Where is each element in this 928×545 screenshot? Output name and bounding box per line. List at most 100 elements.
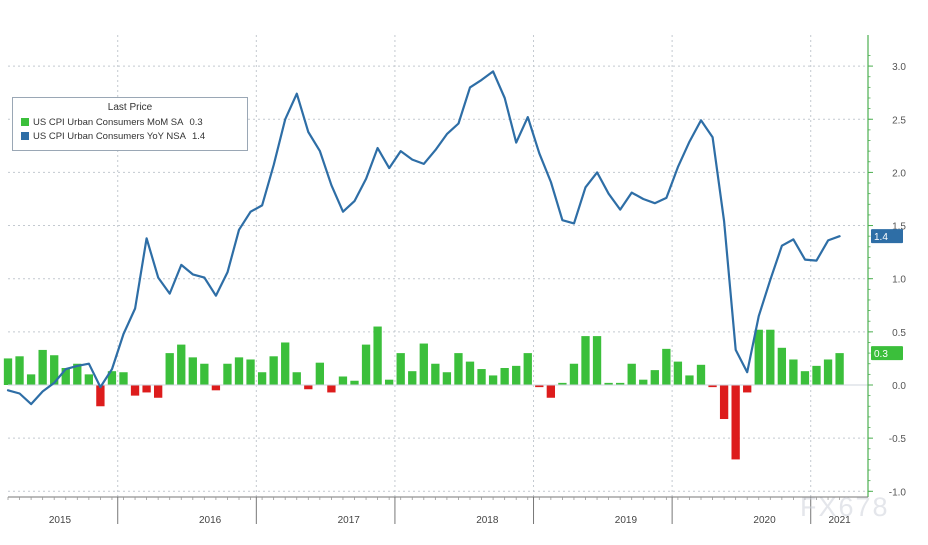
- yoy-last-value: 1.4: [874, 232, 888, 243]
- bar: [708, 385, 717, 388]
- legend-item-mom: US CPI Urban Consumers MoM SA 0.3: [13, 116, 247, 128]
- bar: [488, 375, 498, 385]
- bar: [396, 353, 405, 385]
- mom-last-value: 0.3: [874, 349, 888, 360]
- y-tick-label: 0.0: [892, 381, 906, 392]
- bar: [142, 385, 151, 393]
- bar: [800, 371, 810, 385]
- bar: [200, 363, 209, 385]
- x-year-label: 2020: [753, 515, 776, 526]
- bar: [315, 362, 325, 385]
- bar: [153, 385, 163, 398]
- y-tick-label: 0.5: [892, 328, 906, 339]
- bar: [234, 357, 244, 385]
- bar: [384, 379, 394, 385]
- bar: [408, 371, 417, 385]
- bar: [523, 353, 532, 385]
- watermark: FX678: [800, 492, 890, 522]
- bar: [743, 385, 752, 393]
- bar: [823, 359, 833, 385]
- x-year-label: 2021: [828, 515, 851, 526]
- y-tick-label: 2.5: [892, 115, 906, 126]
- y-tick-label: -0.5: [889, 434, 907, 445]
- bar: [15, 356, 24, 385]
- legend-swatch-mom: [21, 118, 29, 126]
- bar: [650, 370, 659, 385]
- x-year-label: 2016: [199, 515, 222, 526]
- bar: [581, 336, 590, 385]
- bar: [130, 385, 140, 396]
- y-tick-label: 3.0: [892, 62, 906, 73]
- bar: [812, 365, 821, 385]
- bar: [50, 355, 59, 385]
- bar: [685, 375, 694, 385]
- x-year-label: 2018: [476, 515, 499, 526]
- y-tick-label: -1.0: [889, 487, 907, 498]
- legend-label-mom: US CPI Urban Consumers MoM SA: [33, 116, 184, 128]
- y-tick-label: 2.0: [892, 168, 906, 179]
- bar: [177, 344, 186, 385]
- bar: [61, 367, 70, 385]
- bar: [257, 372, 267, 385]
- bar: [835, 353, 844, 385]
- legend-value-mom: 0.3: [189, 116, 203, 128]
- bar: [615, 382, 625, 385]
- bar: [281, 342, 290, 385]
- bar: [546, 385, 556, 398]
- mom-bars: [3, 326, 844, 460]
- bar: [558, 382, 567, 385]
- bar: [465, 361, 475, 385]
- bar: [766, 329, 775, 385]
- y-axis: 3.0 2.5 2.0 1.5 1.0 0.5 0.0 -0.5 -1.0: [867, 35, 907, 498]
- bar: [327, 385, 336, 393]
- bar: [419, 343, 428, 385]
- bar: [731, 385, 740, 460]
- bar: [188, 357, 197, 385]
- bar: [592, 336, 602, 385]
- bar: [119, 372, 128, 385]
- legend-title: Last Price: [107, 102, 153, 113]
- bar: [165, 353, 174, 385]
- yoy-last-value-box: [871, 229, 903, 244]
- bar: [789, 359, 798, 385]
- legend-label-yoy: US CPI Urban Consumers YoY NSA: [33, 130, 186, 142]
- bar: [512, 365, 521, 385]
- legend-swatch-yoy: [21, 132, 29, 140]
- bar: [361, 344, 371, 385]
- yoy-line: [6, 70, 841, 406]
- bar: [338, 376, 348, 385]
- legend: Last Price US CPI Urban Consumers MoM SA…: [12, 97, 248, 151]
- bar: [350, 380, 359, 385]
- bar: [304, 385, 313, 390]
- bar: [535, 385, 544, 388]
- bar: [431, 363, 440, 385]
- x-year-label: 2017: [338, 515, 361, 526]
- bar: [38, 349, 47, 385]
- x-axis: 2015 2016 2017 2018 2019 2020 2021: [7, 496, 868, 526]
- bar: [639, 379, 648, 385]
- bar: [223, 363, 232, 385]
- bar: [73, 363, 82, 385]
- x-year-label: 2015: [49, 515, 72, 526]
- legend-item-yoy: US CPI Urban Consumers YoY NSA 1.4: [13, 130, 247, 142]
- bar: [84, 374, 94, 385]
- bar: [477, 369, 486, 385]
- bar: [569, 363, 579, 385]
- mom-last-value-box: [871, 346, 903, 361]
- bar: [604, 382, 613, 385]
- last-value-labels: 1.4 0.3: [871, 229, 903, 361]
- bar: [3, 358, 13, 385]
- bar: [211, 385, 221, 391]
- bar: [696, 364, 706, 385]
- bar: [777, 347, 787, 385]
- bar: [246, 359, 255, 385]
- bar: [373, 326, 382, 385]
- bar: [662, 348, 671, 385]
- yoy-line-group: [6, 70, 841, 406]
- x-year-label: 2019: [615, 515, 638, 526]
- bar: [269, 356, 278, 385]
- y-tick-label: 1.0: [892, 275, 906, 286]
- bar: [292, 372, 301, 385]
